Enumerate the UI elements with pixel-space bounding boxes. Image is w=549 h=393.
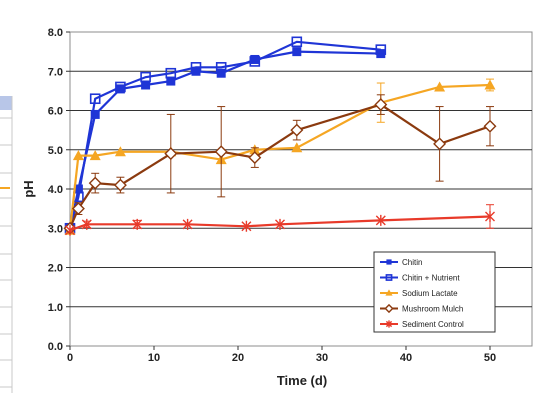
x-tick-label: 30 xyxy=(316,352,328,364)
x-tick-label: 50 xyxy=(484,352,496,364)
marker-square xyxy=(90,109,100,119)
marker-open-square xyxy=(215,62,227,73)
marker-diamond xyxy=(384,303,394,314)
series-line xyxy=(68,40,381,229)
marker-triangle xyxy=(434,81,446,92)
x-tick-label: 0 xyxy=(67,352,73,364)
y-tick-label: 0.0 xyxy=(48,341,63,353)
series-sediment-control xyxy=(65,204,495,236)
marker-star xyxy=(241,220,252,232)
series-chitin xyxy=(65,47,386,233)
y-tick-label: 5.0 xyxy=(48,145,63,157)
marker-open-square xyxy=(165,67,177,79)
marker-diamond xyxy=(164,147,178,161)
marker-open-square xyxy=(190,62,202,73)
marker-diamond xyxy=(214,145,228,159)
y-tick-label: 3.0 xyxy=(48,223,63,235)
marker-star xyxy=(182,218,193,230)
y-axis-label: pH xyxy=(21,180,36,197)
marker-square xyxy=(115,84,125,94)
x-tick-label: 20 xyxy=(232,352,244,364)
background-slide-fragment xyxy=(0,96,13,393)
series-group xyxy=(63,36,497,236)
marker-triangle xyxy=(114,146,126,157)
legend-label: Chitin xyxy=(402,258,422,267)
legend-label: Chitin + Nutrient xyxy=(402,274,460,283)
marker-square xyxy=(216,68,226,78)
marker-diamond xyxy=(248,151,262,165)
y-tick-label: 6.0 xyxy=(48,106,63,118)
marker-star xyxy=(375,214,386,226)
legend-entry: Sodium Lactate xyxy=(380,289,458,298)
marker-star xyxy=(275,218,285,230)
marker-diamond xyxy=(374,98,388,112)
marker-open-square xyxy=(385,274,393,281)
marker-open-square xyxy=(375,44,387,55)
legend: Chitin Chitin + Nutrient Sodium Lactate Mus… xyxy=(373,251,496,333)
marker-square xyxy=(386,259,392,265)
x-tick-label: 40 xyxy=(400,352,412,364)
legend-entry: Chitin + Nutrient xyxy=(380,274,460,283)
marker-diamond xyxy=(433,137,447,151)
marker-triangle xyxy=(291,142,303,153)
x-axis-ticks: 0 10 20 30 40 50 xyxy=(67,346,496,364)
marker-diamond xyxy=(290,123,304,137)
y-axis-ticks: 0.0 1.0 2.0 3.0 4.0 5.0 6.0 7.0 8.0 xyxy=(48,27,70,353)
series-line xyxy=(69,215,491,232)
x-axis-label: Time (d) xyxy=(277,373,327,388)
legend-label: Sodium Lactate xyxy=(402,289,458,298)
marker-open-square xyxy=(249,56,261,67)
marker-star xyxy=(81,218,92,230)
marker-open-square xyxy=(115,81,126,93)
marker-diamond xyxy=(113,178,127,192)
marker-open-square xyxy=(291,36,303,48)
x-tick-label: 10 xyxy=(148,352,160,364)
marker-open-square xyxy=(89,93,101,105)
marker-triangle xyxy=(89,150,101,161)
marker-triangle xyxy=(385,289,393,296)
marker-diamond xyxy=(483,119,497,133)
marker-square xyxy=(166,76,176,86)
marker-square xyxy=(141,80,151,90)
y-tick-label: 7.0 xyxy=(48,66,63,78)
marker-square xyxy=(250,54,260,64)
marker-triangle xyxy=(484,79,496,90)
marker-star xyxy=(485,210,495,222)
legend-label: Sediment Control xyxy=(402,320,464,329)
legend-label: Mushroom Mulch xyxy=(402,305,463,314)
marker-square xyxy=(73,184,83,194)
legend-entry: Chitin xyxy=(380,258,422,267)
marker-open-square xyxy=(140,71,151,83)
legend-entry: Mushroom Mulch xyxy=(380,303,463,314)
marker-star xyxy=(132,218,143,230)
y-tick-label: 2.0 xyxy=(48,263,63,275)
y-tick-label: 8.0 xyxy=(48,27,63,39)
marker-square xyxy=(292,47,302,57)
series-mushroom-mulch xyxy=(63,94,497,235)
legend-entry: Sediment Control xyxy=(380,320,464,329)
marker-star xyxy=(385,320,393,328)
marker-star xyxy=(65,224,75,236)
y-tick-label: 1.0 xyxy=(48,302,63,314)
marker-diamond xyxy=(71,202,85,216)
marker-diamond xyxy=(88,176,102,190)
y-tick-label: 4.0 xyxy=(48,184,63,196)
marker-triangle xyxy=(72,150,84,161)
